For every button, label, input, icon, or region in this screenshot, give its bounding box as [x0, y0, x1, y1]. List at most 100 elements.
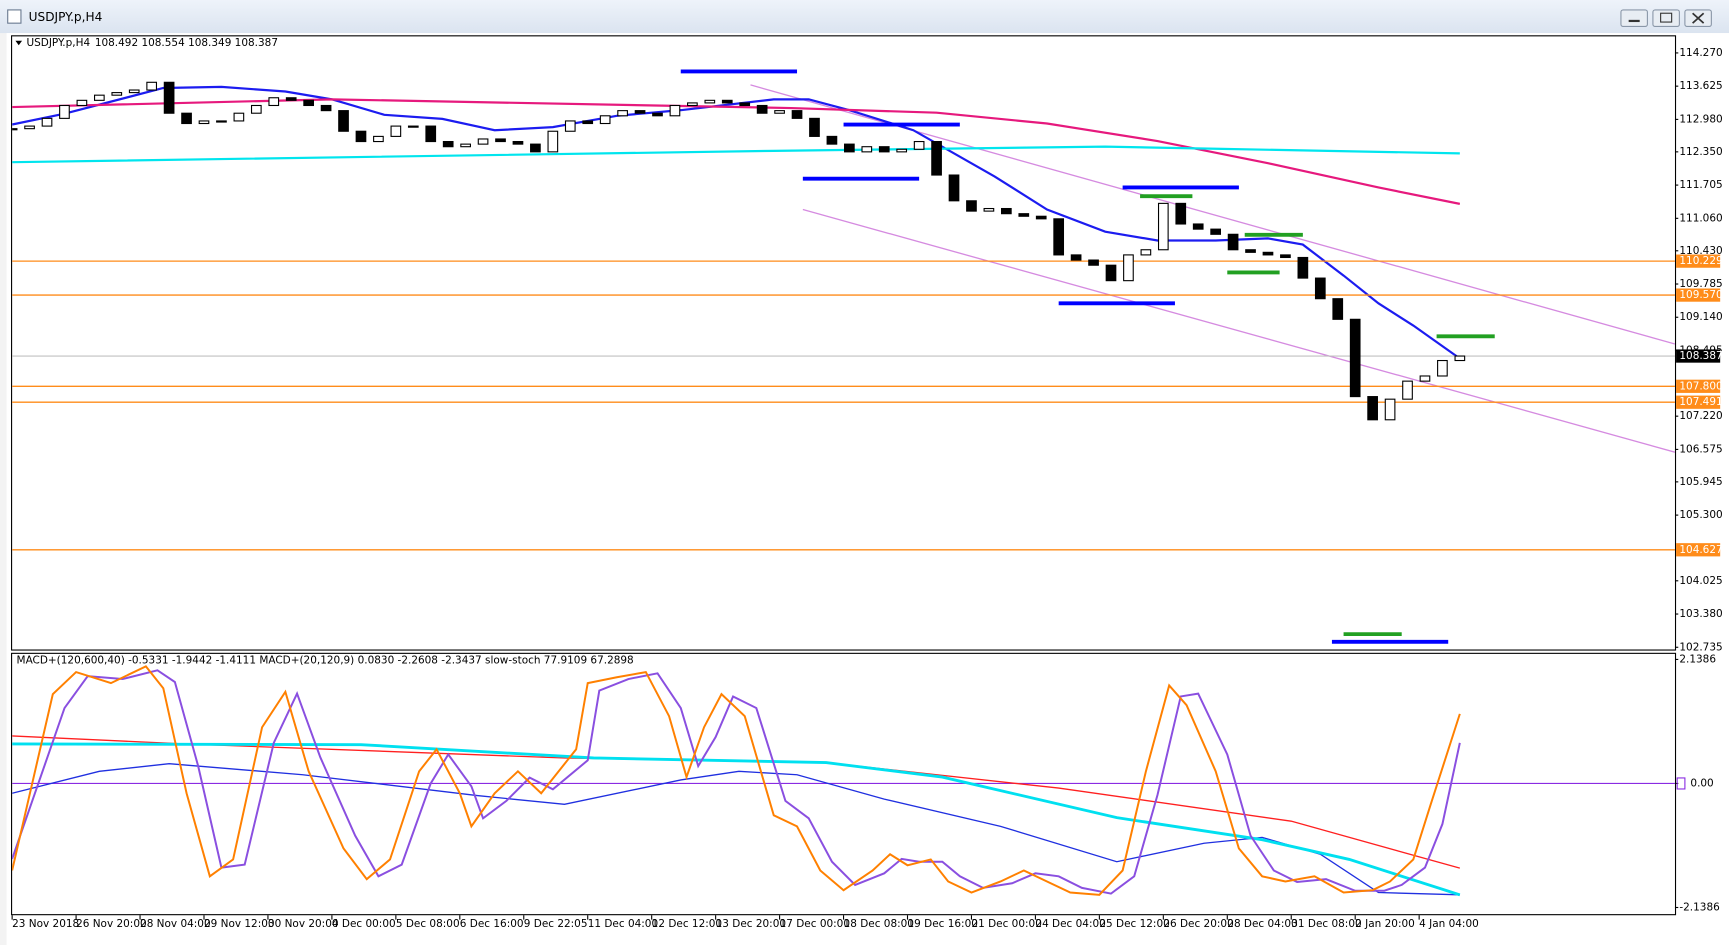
candle [774, 110, 785, 114]
candle [530, 143, 541, 153]
level-label-box [1676, 395, 1721, 409]
restore-glyph [1660, 12, 1673, 23]
candle [1297, 256, 1309, 279]
chart-title: USDJPY.p,H4 [26, 37, 90, 49]
y-tick-label: 103.380 [1679, 608, 1722, 620]
candle [1349, 318, 1361, 398]
candle [1088, 259, 1099, 266]
candle [721, 99, 733, 104]
minimize-button[interactable] [1620, 9, 1648, 28]
candle [390, 125, 402, 137]
level-label: 104.627 [1679, 544, 1722, 556]
candle [93, 94, 105, 101]
candle [1123, 254, 1134, 282]
candle [1367, 396, 1378, 421]
candle [564, 120, 576, 132]
indicator-title: MACD+(120,600,40) -0.5331 -1.9442 -1.411… [17, 655, 634, 667]
candle [913, 140, 925, 150]
candle [76, 99, 88, 107]
candle [1384, 398, 1396, 421]
x-tick-label: 25 Dec 12:00 [1099, 918, 1169, 930]
candle [198, 120, 210, 125]
candle [1227, 233, 1239, 251]
x-tick-label: 17 Dec 00:00 [780, 918, 850, 930]
indicator-plot [12, 665, 1675, 897]
candle [407, 125, 419, 128]
candle [931, 140, 942, 176]
y-tick-label: 111.705 [1679, 179, 1722, 191]
candle [1070, 254, 1082, 261]
level-label: 107.491 [1679, 396, 1722, 408]
candle [582, 120, 594, 125]
candle [128, 89, 140, 94]
header-arrow [15, 40, 23, 46]
candle [669, 104, 681, 117]
candle [739, 102, 751, 107]
candle [1437, 359, 1448, 377]
price-plot [12, 69, 1675, 644]
y-tick-label: -2.1386 [1679, 901, 1719, 913]
ohlc-readout: 108.492 108.554 108.349 108.387 [95, 37, 278, 49]
candle [1332, 298, 1344, 320]
current-price-label: 108.387 [1679, 350, 1722, 362]
candle [303, 99, 314, 107]
x-tick-label: 18 Dec 08:00 [844, 918, 914, 930]
candle [163, 81, 175, 114]
candle [1053, 218, 1065, 256]
candle [1018, 213, 1030, 217]
x-tick-label: 30 Nov 20:00 [268, 918, 339, 930]
candle [24, 125, 35, 130]
x-tick-label: 12 Dec 12:00 [652, 918, 722, 930]
x-tick-label: 2 Jan 20:00 [1355, 918, 1415, 930]
y-tick-label: 104.025 [1679, 575, 1722, 587]
level-label: 109.570 [1679, 289, 1722, 301]
candle [634, 110, 646, 114]
candle [1192, 223, 1204, 230]
level-label: 107.800 [1679, 380, 1722, 392]
x-tick-label: 26 Dec 20:00 [1163, 918, 1233, 930]
restore-button[interactable] [1652, 9, 1680, 28]
candle [617, 110, 628, 117]
candle [460, 143, 471, 148]
candle [652, 112, 663, 117]
zero-label-box [1676, 777, 1686, 790]
close-glyph [1692, 12, 1705, 24]
channel-line [802, 208, 1675, 453]
y-tick-label: 112.350 [1679, 146, 1722, 158]
candle [320, 104, 332, 112]
indicator-line [12, 669, 1461, 895]
x-tick-label: 13 Dec 20:00 [716, 918, 786, 930]
y-tick-label: 109.140 [1679, 311, 1722, 323]
x-tick-label: 4 Jan 04:00 [1419, 918, 1479, 930]
candle [948, 174, 960, 202]
y-tick-label: 0.00 [1690, 777, 1713, 789]
candle [216, 120, 227, 123]
candle [12, 128, 18, 131]
x-tick-label: 24 Dec 04:00 [1035, 918, 1105, 930]
candle [1314, 277, 1326, 300]
x-tick-label: 11 Dec 04:00 [588, 918, 658, 930]
y-tick-label: 105.945 [1679, 476, 1722, 488]
candle [791, 110, 803, 119]
y-tick-label: 110.430 [1679, 245, 1722, 257]
x-tick-label: 21 Dec 00:00 [971, 918, 1041, 930]
window-title: USDJPY.p,H4 [29, 10, 103, 24]
window-buttons [1620, 9, 1712, 28]
y-tick-label: 111.060 [1679, 212, 1722, 224]
candle [1262, 251, 1274, 256]
moving-average [12, 98, 1461, 205]
candle [1402, 380, 1413, 400]
level-label-box [1676, 379, 1721, 393]
x-tick-label: 6 Dec 16:00 [460, 918, 524, 930]
candle [233, 112, 245, 122]
candle [826, 135, 838, 145]
current-price-box [1676, 349, 1721, 363]
window-icon [7, 9, 22, 24]
indicator-line [12, 665, 1461, 896]
candle [878, 146, 890, 153]
candle [1419, 375, 1431, 382]
candle [687, 102, 698, 107]
candle [1157, 202, 1169, 251]
candle [1280, 254, 1291, 259]
